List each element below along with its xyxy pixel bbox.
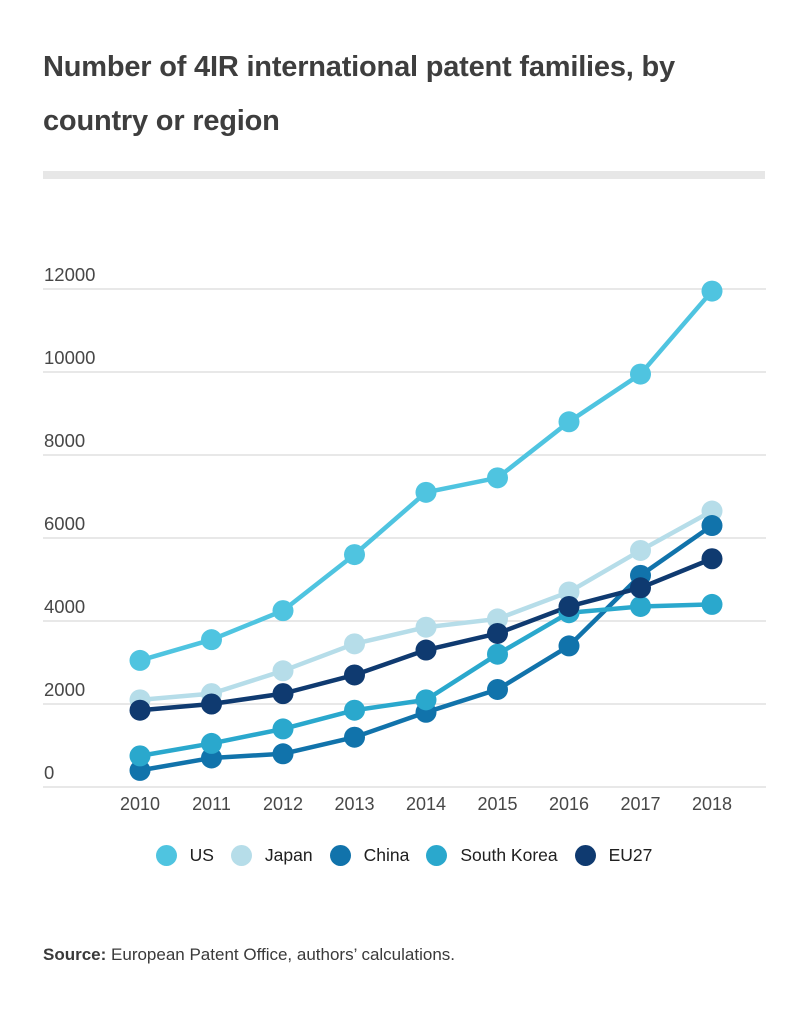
legend-label-south-korea: South Korea bbox=[460, 845, 558, 865]
x-tick-label: 2017 bbox=[620, 794, 660, 814]
legend-label-china: China bbox=[363, 845, 410, 865]
chart-title: Number of 4IR international patent famil… bbox=[43, 51, 675, 137]
data-point-us bbox=[201, 629, 222, 651]
data-point-china bbox=[344, 726, 365, 748]
data-point-south-korea bbox=[630, 595, 651, 617]
data-point-eu27 bbox=[487, 622, 508, 644]
legend-item-eu27: EU27 bbox=[574, 845, 653, 866]
x-tick-label: 2014 bbox=[406, 794, 446, 814]
x-tick-label: 2013 bbox=[334, 794, 374, 814]
data-point-china bbox=[487, 678, 508, 700]
data-point-south-korea bbox=[344, 699, 365, 721]
x-tick-label: 2010 bbox=[120, 794, 160, 814]
data-point-japan bbox=[344, 633, 365, 655]
legend-label-eu27: EU27 bbox=[608, 845, 653, 865]
data-point-eu27 bbox=[344, 664, 365, 686]
data-point-us bbox=[415, 481, 437, 503]
data-point-us bbox=[344, 544, 365, 566]
x-tick-label: 2011 bbox=[192, 794, 231, 814]
data-point-us bbox=[129, 649, 151, 671]
data-point-us bbox=[272, 600, 294, 622]
x-tick-label: 2012 bbox=[263, 794, 303, 814]
data-point-south-korea bbox=[701, 593, 723, 615]
x-tick-label: 2015 bbox=[477, 794, 517, 814]
y-tick-label: 2000 bbox=[44, 679, 85, 700]
x-tick-label: 2016 bbox=[549, 794, 589, 814]
data-point-china bbox=[558, 635, 580, 657]
y-tick-label: 6000 bbox=[44, 513, 85, 534]
data-point-japan bbox=[487, 608, 508, 630]
series-line-japan bbox=[137, 508, 715, 703]
data-point-us bbox=[487, 467, 508, 489]
data-point-south-korea bbox=[487, 643, 508, 665]
data-point-japan bbox=[415, 616, 437, 638]
y-tick-label: 10000 bbox=[44, 347, 95, 368]
data-point-south-korea bbox=[415, 689, 437, 711]
data-point-china bbox=[701, 515, 723, 537]
chart-legend: US Japan China South Korea EU27 bbox=[0, 845, 808, 866]
legend-item-japan: Japan bbox=[230, 845, 313, 866]
y-tick-label: 8000 bbox=[44, 430, 85, 451]
legend-label-us: US bbox=[189, 845, 214, 865]
legend-item-china: China bbox=[329, 845, 410, 866]
y-tick-label: 4000 bbox=[44, 596, 85, 617]
data-point-eu27 bbox=[272, 683, 294, 705]
source-line: Source: European Patent Office, authors’… bbox=[43, 945, 455, 965]
title-divider bbox=[43, 171, 765, 179]
legend-swatch-eu27 bbox=[574, 845, 596, 866]
data-point-eu27 bbox=[129, 699, 151, 721]
legend-swatch-china bbox=[329, 845, 351, 866]
data-point-china bbox=[272, 743, 294, 765]
data-point-eu27 bbox=[701, 548, 723, 570]
data-point-us bbox=[630, 363, 651, 385]
legend-swatch-south-korea bbox=[426, 845, 448, 866]
data-point-south-korea bbox=[129, 745, 151, 767]
data-point-china bbox=[201, 747, 222, 769]
source-text: European Patent Office, authors’ calcula… bbox=[106, 945, 456, 964]
data-point-eu27 bbox=[201, 693, 222, 715]
data-point-japan bbox=[701, 500, 723, 522]
legend-item-us: US bbox=[155, 845, 214, 866]
data-point-japan bbox=[272, 660, 294, 682]
data-point-japan bbox=[558, 581, 580, 603]
data-point-eu27 bbox=[558, 595, 580, 617]
y-tick-label: 0 bbox=[44, 762, 54, 783]
data-point-us bbox=[701, 280, 723, 302]
data-point-japan bbox=[630, 539, 651, 561]
y-tick-label: 12000 bbox=[44, 264, 95, 285]
data-point-south-korea bbox=[272, 718, 294, 740]
data-point-eu27 bbox=[630, 577, 651, 599]
legend-label-japan: Japan bbox=[264, 845, 313, 865]
source-label: Source: bbox=[43, 945, 107, 964]
legend-swatch-japan bbox=[230, 845, 252, 866]
data-point-eu27 bbox=[415, 639, 437, 661]
data-point-china bbox=[129, 759, 151, 781]
legend-item-south-korea: South Korea bbox=[426, 845, 558, 866]
data-point-south-korea bbox=[201, 732, 222, 754]
series-line-us bbox=[137, 288, 715, 663]
legend-swatch-us bbox=[155, 845, 177, 866]
data-point-us bbox=[558, 411, 580, 433]
x-tick-label: 2018 bbox=[692, 794, 732, 814]
